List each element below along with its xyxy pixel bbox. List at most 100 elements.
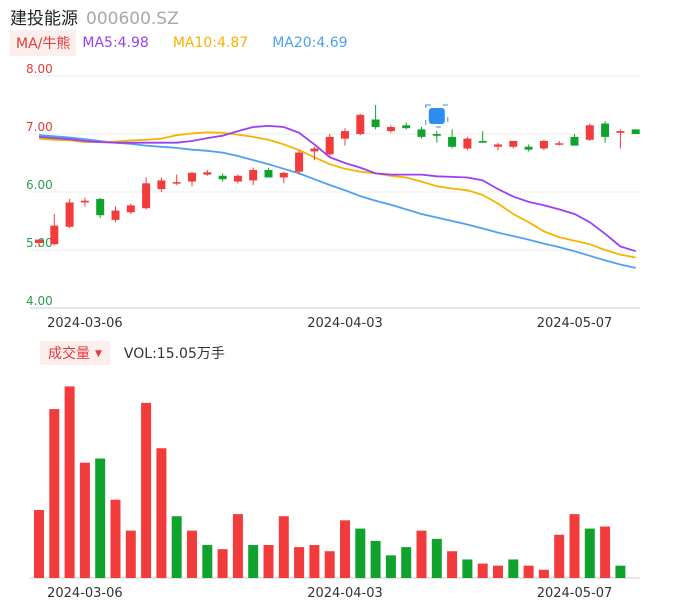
volume-bar	[125, 530, 136, 578]
candle-body	[386, 127, 395, 132]
candle-body	[35, 239, 43, 244]
x-tick-label: 2024-05-07	[537, 316, 613, 331]
candle-body	[50, 225, 59, 245]
volume-bar	[64, 386, 75, 578]
stock-name: 建投能源	[10, 9, 78, 29]
volume-bar	[79, 462, 90, 578]
volume-bar	[416, 530, 427, 578]
candle-body	[417, 129, 426, 137]
y-tick-label: 7.00	[26, 120, 53, 134]
volume-bar	[538, 569, 549, 578]
candle-body	[585, 125, 594, 140]
candle-body	[570, 136, 579, 146]
stock-code: 000600.SZ	[86, 9, 179, 29]
candle-body	[494, 144, 502, 147]
volume-bar	[156, 448, 167, 578]
candle-body	[295, 152, 304, 172]
candle-body	[616, 131, 625, 133]
volume-bar	[370, 540, 381, 578]
ma-indicator-selector[interactable]: MA/牛熊	[10, 30, 77, 56]
ma10-label: MA10:4.87	[172, 35, 249, 51]
candle-body	[463, 138, 472, 149]
candle-body	[157, 180, 166, 190]
volume-legend: 成交量 ▼ VOL:15.05万手	[40, 341, 225, 365]
volume-bar	[232, 514, 243, 578]
candle-body	[539, 140, 548, 149]
volume-bar	[340, 520, 350, 578]
candle-body	[142, 183, 151, 209]
candle-body	[249, 169, 258, 181]
volume-bar	[431, 538, 442, 578]
volume-bar	[493, 565, 503, 578]
volume-bar	[385, 555, 396, 578]
candle-body	[601, 123, 610, 137]
candle-body	[188, 172, 196, 182]
candle-body	[218, 175, 227, 180]
candle-body	[555, 143, 564, 145]
candle-body	[310, 148, 319, 152]
x-tick-label: 2024-03-06	[47, 316, 123, 331]
volume-bar	[355, 528, 366, 578]
ma-legend: MA/牛熊 MA5:4.98 MA10:4.87 MA20:4.69	[10, 30, 372, 56]
volume-bar	[187, 530, 197, 578]
volume-selector-label: 成交量	[48, 346, 90, 362]
volume-bar	[263, 545, 274, 578]
ma20-label: MA20:4.69	[272, 35, 348, 51]
candle-body	[341, 131, 349, 139]
candle-body	[524, 146, 533, 150]
volume-bar	[569, 514, 580, 578]
volume-indicator-selector[interactable]: 成交量 ▼	[40, 341, 110, 365]
y-tick-label: 4.00	[26, 294, 53, 308]
volume-bar	[248, 545, 259, 578]
candle-body	[172, 182, 181, 184]
ma5-line	[38, 124, 636, 253]
volume-bar	[95, 458, 106, 578]
candle-body	[371, 119, 380, 128]
volume-bar	[447, 551, 458, 578]
ma20-line	[38, 134, 636, 269]
volume-bar	[141, 402, 152, 578]
volume-bar	[309, 545, 320, 578]
volume-bar	[615, 565, 626, 578]
volume-bar	[49, 409, 60, 578]
volume-bar	[217, 549, 228, 578]
candle-body	[279, 172, 288, 178]
candle-body	[80, 200, 89, 203]
volume-x-tick-label: 2024-04-03	[307, 586, 383, 601]
candle-body	[478, 140, 487, 143]
volume-bar	[294, 547, 305, 578]
calendar-event-icon	[428, 108, 445, 124]
candle-body	[233, 175, 242, 182]
candle-body	[203, 172, 212, 175]
y-tick-label: 6.00	[26, 178, 53, 192]
volume-bar	[401, 547, 412, 578]
volume-bar	[462, 559, 473, 578]
stock-header: 建投能源 000600.SZ	[10, 4, 179, 29]
volume-bar	[523, 565, 534, 578]
candle-body	[325, 136, 334, 155]
ma10-line	[38, 131, 636, 259]
candle-body	[264, 169, 273, 178]
volume-bar	[584, 528, 595, 578]
volume-value: VOL:15.05万手	[123, 346, 225, 362]
candle-body	[356, 114, 365, 134]
candle-body	[448, 136, 457, 147]
candle-body	[111, 210, 120, 220]
volume-bar	[278, 516, 289, 578]
volume-bar	[110, 499, 121, 578]
candle-body	[432, 134, 441, 136]
y-tick-label: 8.00	[26, 62, 53, 76]
caret-down-icon: ▼	[95, 349, 102, 359]
volume-bar	[477, 563, 488, 578]
volume-bar	[34, 510, 44, 578]
volume-bar	[202, 545, 213, 578]
candle-body	[65, 202, 74, 227]
candle-body	[402, 125, 411, 129]
volume-x-tick-label: 2024-05-07	[537, 586, 613, 601]
volume-bar	[508, 559, 519, 578]
volume-bar	[171, 516, 182, 578]
candle-body	[631, 129, 640, 134]
volume-bar	[600, 526, 611, 578]
ma5-label: MA5:4.98	[82, 35, 149, 51]
